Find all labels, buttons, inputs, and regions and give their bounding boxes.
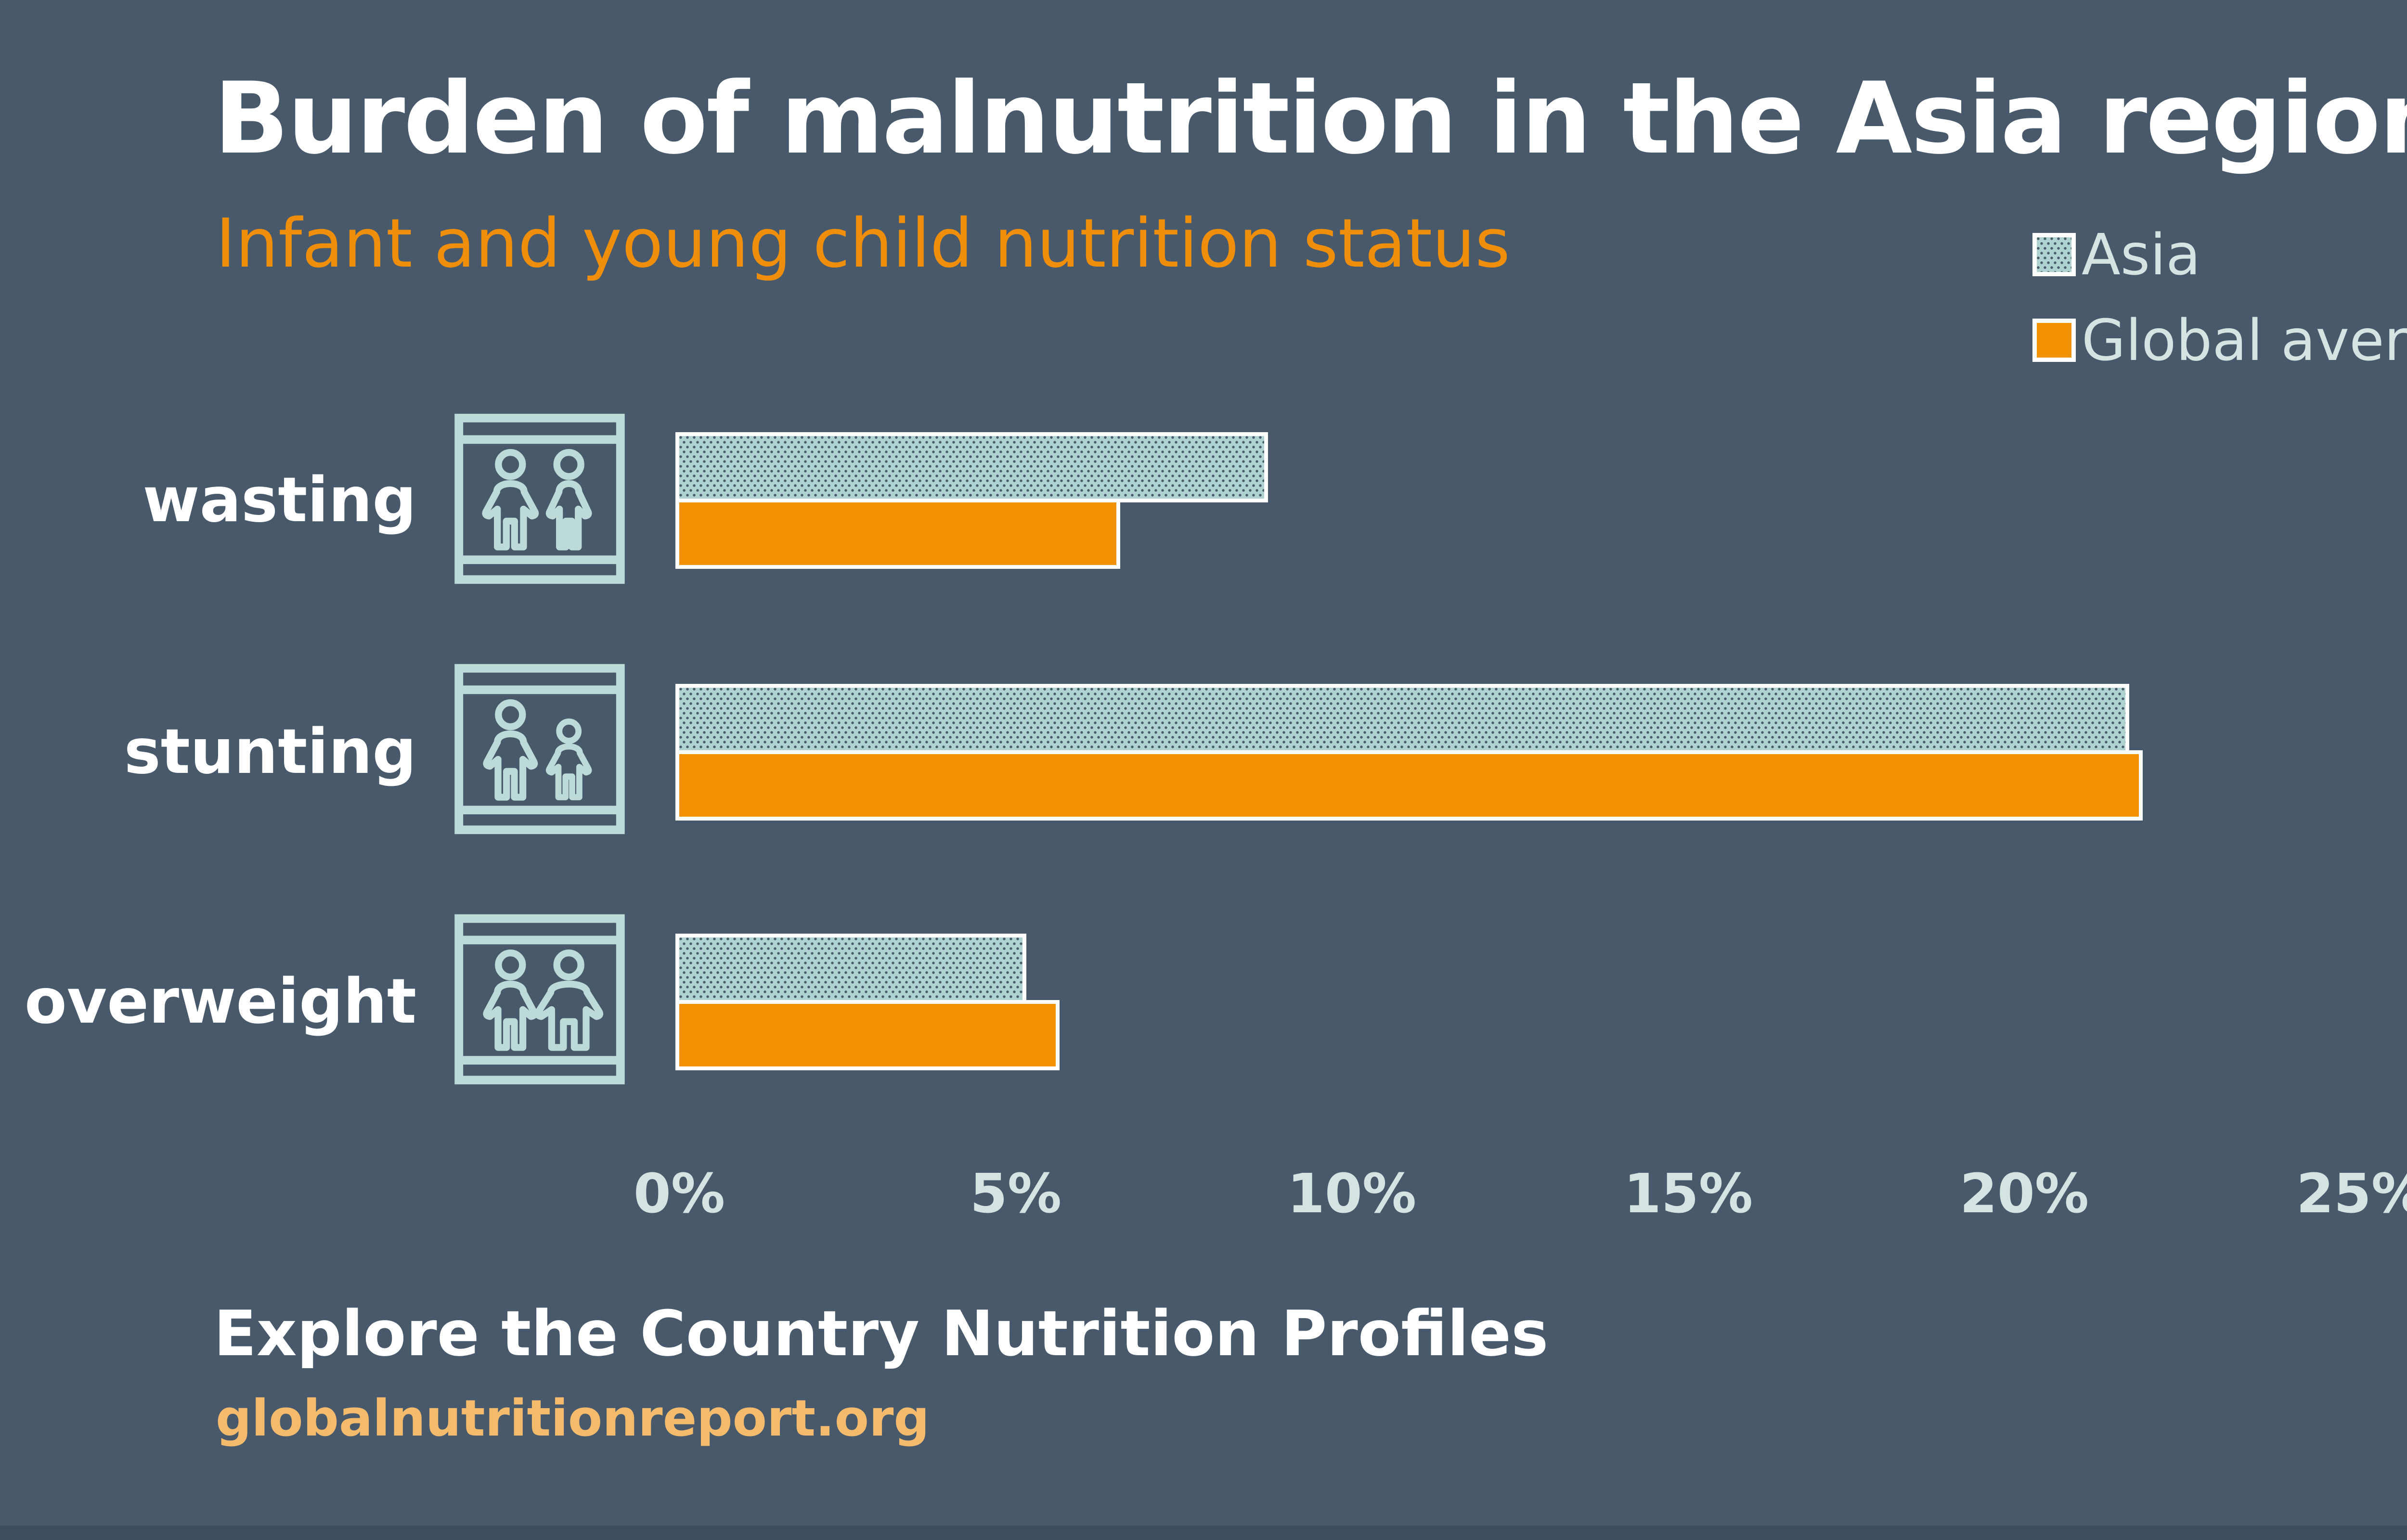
bar-stunting-global-average xyxy=(675,750,2143,821)
bar-overweight-global-average xyxy=(675,1000,1060,1070)
x-axis-tick-10pct: 10% xyxy=(1287,1163,1417,1225)
x-axis-tick-20pct: 20% xyxy=(1959,1163,2089,1225)
bottom-accent-strip xyxy=(0,1526,2407,1540)
x-axis-tick-5pct: 5% xyxy=(970,1163,1062,1225)
two-children-wide-icon xyxy=(454,914,625,1085)
bar-stunting-asia xyxy=(675,684,2129,754)
legend-item-global-average: Global average xyxy=(2032,312,2407,369)
legend-label-global-average: Global average xyxy=(2082,307,2407,373)
two-thin-children-icon xyxy=(454,413,625,584)
bar-wasting-asia xyxy=(675,432,1268,502)
teal-dotted-swatch-icon xyxy=(2032,233,2076,276)
x-axis-tick-15pct: 15% xyxy=(1623,1163,1753,1225)
row-label-wasting: wasting xyxy=(142,464,416,536)
footer-url-link[interactable]: globalnutritionreport.org xyxy=(216,1389,930,1448)
row-label-stunting: stunting xyxy=(124,716,416,788)
x-axis-tick-0pct: 0% xyxy=(633,1163,725,1225)
legend-item-asia: Asia xyxy=(2032,226,2407,283)
legend-label-asia: Asia xyxy=(2082,221,2201,288)
row-label-overweight: overweight xyxy=(24,966,416,1038)
x-axis-tick-25pct: 25% xyxy=(2296,1163,2407,1225)
bar-overweight-asia xyxy=(675,934,1026,1004)
chart-legend: Asia Global average xyxy=(2032,226,2407,403)
orange-swatch-icon xyxy=(2032,319,2076,362)
bar-wasting-global-average xyxy=(675,499,1120,569)
two-children-different-height-icon xyxy=(454,664,625,834)
footer-headline: Explore the Country Nutrition Profiles xyxy=(214,1297,1549,1370)
page-subtitle: Infant and young child nutrition status xyxy=(216,205,1510,283)
page-title: Burden of malnutrition in the Asia regio… xyxy=(214,62,2407,176)
